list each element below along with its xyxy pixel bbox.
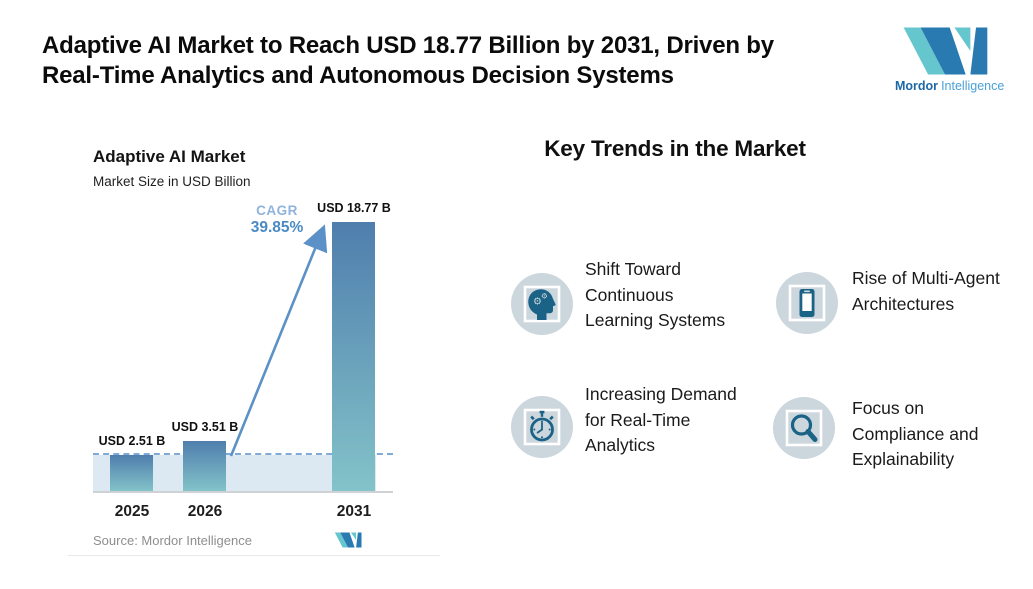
brand-name-word2: Intelligence	[941, 79, 1005, 93]
bar-value-label-2031: USD 18.77 B	[317, 201, 391, 215]
bar-value-label-2025: USD 2.51 B	[98, 434, 166, 448]
cagr-value: 39.85%	[250, 219, 304, 236]
chart-source: Source: Mordor Intelligence	[93, 533, 252, 548]
mordor-intelligence-logo-icon	[895, 26, 995, 76]
mordor-intelligence-mini-logo-icon	[333, 532, 363, 553]
page-title-line-1: Adaptive AI Market to Reach USD 18.77 Bi…	[42, 32, 774, 59]
stopwatch-icon	[511, 396, 573, 463]
trend-label-continuous-learning: Shift Toward Continuous Learning Systems	[585, 259, 726, 330]
brand-logo: Mordor Intelligence	[895, 26, 1004, 93]
svg-text:⚙: ⚙	[533, 297, 542, 308]
trend-label-real-time-analytics: Increasing Demand for Real-Time Analytic…	[585, 384, 737, 455]
cagr-annotation: CAGR 39.85%	[222, 203, 332, 237]
bar-value-label-2026: USD 3.51 B	[171, 420, 239, 434]
x-axis-line	[93, 491, 393, 493]
svg-text:⚙: ⚙	[541, 292, 548, 301]
bar-chart-plot-area: USD 2.51 B USD 3.51 B USD 18.77 B CAGR 3…	[93, 201, 393, 520]
bar-2031	[332, 222, 375, 491]
chart-subtitle: Market Size in USD Billion	[93, 174, 251, 189]
brand-name-word1: Mordor	[895, 79, 939, 93]
bar-2026	[183, 441, 226, 491]
x-tick-2026: 2026	[187, 503, 223, 520]
cagr-label: CAGR	[256, 203, 298, 218]
page-title: Adaptive AI Market to Reach USD 18.77 Bi…	[42, 31, 774, 91]
bar-2025	[110, 455, 153, 491]
trend-label-compliance-explainability: Focus on Compliance and Explainability	[852, 398, 979, 469]
smartphone-icon	[776, 272, 838, 339]
market-chart-card: Adaptive AI Market Market Size in USD Bi…	[68, 128, 440, 556]
trend-label-multi-agent: Rise of Multi-Agent Architectures	[852, 268, 1000, 314]
head-gears-icon: ⚙ ⚙	[511, 273, 573, 340]
brand-name: Mordor Intelligence	[895, 79, 1004, 93]
magnifier-icon	[773, 397, 835, 464]
page-title-line-2: Real-Time Analytics and Autonomous Decis…	[42, 62, 674, 89]
x-tick-2025: 2025	[114, 503, 150, 520]
key-trends-heading: Key Trends in the Market	[544, 136, 806, 161]
chart-title: Adaptive AI Market	[93, 147, 246, 166]
x-tick-2031: 2031	[336, 503, 372, 520]
